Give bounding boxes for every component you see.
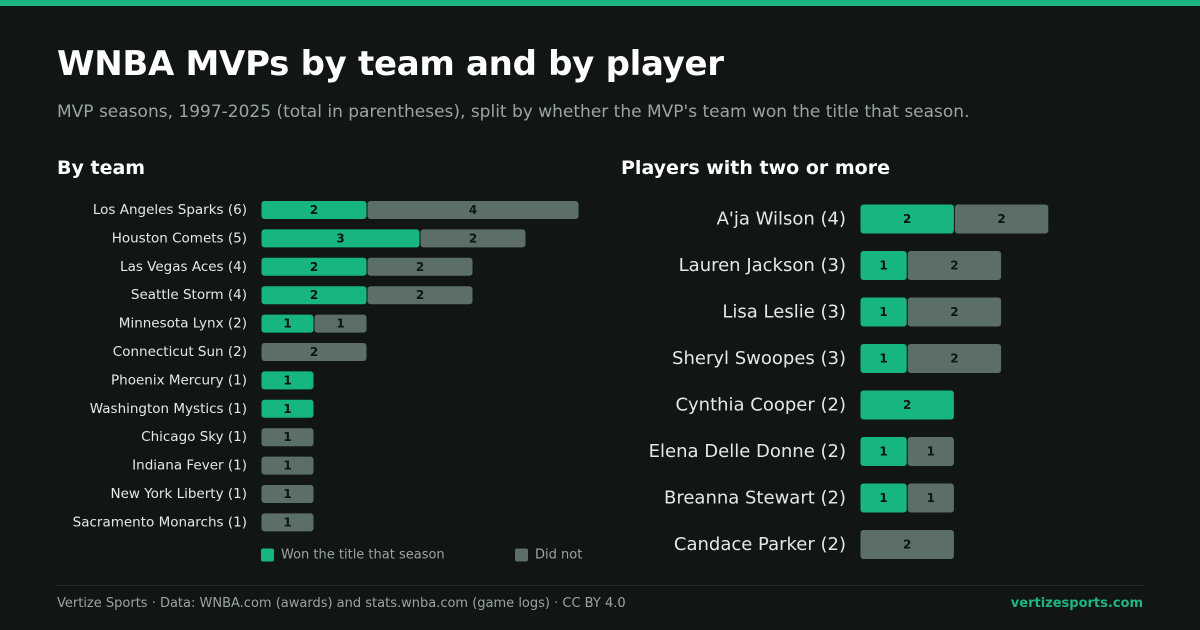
footer-credit: Vertize Sports · Data: WNBA.com (awards)…	[57, 596, 626, 611]
bar-did-not	[261, 456, 314, 475]
bar-value-label: 2	[469, 231, 477, 245]
player-chart: A'ja Wilson (4) 2 2 Lauren Jackson (3) 1 2 Lis…	[649, 204, 1049, 559]
team-chart: Los Angeles Sparks (6) 2 4 Houston Comets (…	[73, 201, 582, 563]
bar-won	[261, 399, 314, 418]
bar-value-label: 2	[903, 398, 911, 412]
bar-value-label: 2	[950, 305, 958, 319]
bar-won	[261, 257, 367, 276]
category-label: Los Angeles Sparks (6)	[93, 202, 247, 218]
bar-value-label: 2	[310, 288, 318, 302]
bar-won	[860, 251, 907, 280]
bar-won	[261, 314, 314, 333]
bar-value-label: 1	[336, 317, 344, 331]
bar-did-not	[367, 201, 579, 219]
bar-value-label: 2	[416, 288, 424, 302]
bar-value-label: 4	[469, 203, 477, 217]
legend-label: Did not	[535, 548, 582, 563]
bar-did-not	[261, 485, 314, 503]
page-subtitle: MVP seasons, 1997-2025 (total in parenth…	[57, 102, 970, 122]
category-label: Lisa Leslie (3)	[722, 302, 846, 323]
team-chart-title: By team	[57, 157, 146, 179]
bar-did-not	[367, 257, 473, 276]
page-title: WNBA MVPs by team and by player	[57, 44, 724, 84]
category-label: Chicago Sky (1)	[141, 429, 247, 445]
bar-won	[261, 371, 314, 390]
accent-bar	[0, 0, 1200, 6]
legend-swatch-won	[261, 548, 274, 562]
bar-value-label: 2	[310, 345, 318, 359]
bar-value-label: 2	[997, 212, 1005, 226]
category-label: Minnesota Lynx (2)	[119, 316, 247, 332]
bar-value-label: 2	[903, 538, 911, 552]
player-chart-title: Players with two or more	[621, 157, 890, 179]
bar-value-label: 1	[283, 487, 291, 501]
bar-did-not	[261, 343, 367, 361]
bar-value-label: 2	[903, 212, 911, 226]
category-label: Seattle Storm (4)	[131, 287, 247, 303]
bar-value-label: 1	[879, 305, 887, 319]
bar-did-not	[860, 530, 954, 559]
bar-did-not	[907, 437, 954, 466]
footer-site-link[interactable]: vertizesports.com	[1010, 596, 1143, 611]
bar-did-not	[261, 513, 314, 532]
category-label: Washington Mystics (1)	[90, 401, 247, 417]
bar-value-label: 1	[283, 373, 291, 387]
bar-won	[860, 297, 907, 327]
bar-value-label: 2	[310, 203, 318, 217]
bar-did-not	[954, 204, 1049, 234]
legend-label: Won the title that season	[281, 548, 445, 563]
bar-did-not	[907, 344, 1002, 373]
bar-value-label: 1	[879, 491, 887, 505]
bar-value-label: 3	[336, 231, 344, 245]
bar-value-label: 1	[879, 445, 887, 459]
bar-did-not	[907, 297, 1002, 327]
category-label: Breanna Stewart (2)	[664, 488, 846, 509]
bar-won	[860, 483, 907, 513]
bar-value-label: 1	[879, 259, 887, 273]
bar-won	[261, 286, 367, 305]
bar-value-label: 1	[927, 445, 935, 459]
bar-did-not	[261, 428, 314, 447]
bar-won	[860, 437, 907, 466]
bar-value-label: 1	[283, 430, 291, 444]
category-label: A'ja Wilson (4)	[717, 209, 846, 230]
category-label: Indiana Fever (1)	[132, 458, 247, 474]
category-label: Houston Comets (5)	[112, 230, 247, 246]
category-label: Candace Parker (2)	[674, 534, 846, 555]
bar-won	[860, 344, 907, 373]
category-label: Las Vegas Aces (4)	[120, 259, 247, 275]
bar-did-not	[314, 314, 367, 333]
bar-won	[860, 204, 954, 234]
footer-divider	[57, 585, 1143, 586]
legend-swatch-did-not	[515, 548, 528, 562]
category-label: Sacramento Monarchs (1)	[73, 514, 247, 530]
bar-value-label: 1	[879, 352, 887, 366]
bar-value-label: 2	[416, 260, 424, 274]
bar-did-not	[367, 286, 473, 305]
bar-won	[860, 390, 954, 420]
bar-value-label: 1	[283, 402, 291, 416]
bar-value-label: 2	[950, 259, 958, 273]
category-label: Cynthia Cooper (2)	[675, 395, 846, 416]
category-label: Lauren Jackson (3)	[679, 255, 846, 276]
bar-did-not	[907, 483, 954, 513]
bar-won	[261, 201, 367, 219]
category-label: Phoenix Mercury (1)	[111, 372, 247, 388]
bar-did-not	[420, 229, 526, 248]
category-label: New York Liberty (1)	[110, 486, 247, 502]
bar-did-not	[907, 251, 1002, 280]
category-label: Elena Delle Donne (2)	[649, 441, 846, 462]
category-label: Connecticut Sun (2)	[113, 344, 247, 360]
bar-value-label: 1	[927, 491, 935, 505]
bar-value-label: 2	[950, 352, 958, 366]
bar-value-label: 1	[283, 317, 291, 331]
bar-won	[261, 229, 420, 248]
bar-value-label: 1	[283, 515, 291, 529]
bar-value-label: 2	[310, 260, 318, 274]
category-label: Sheryl Swoopes (3)	[672, 348, 846, 369]
bar-value-label: 1	[283, 459, 291, 473]
